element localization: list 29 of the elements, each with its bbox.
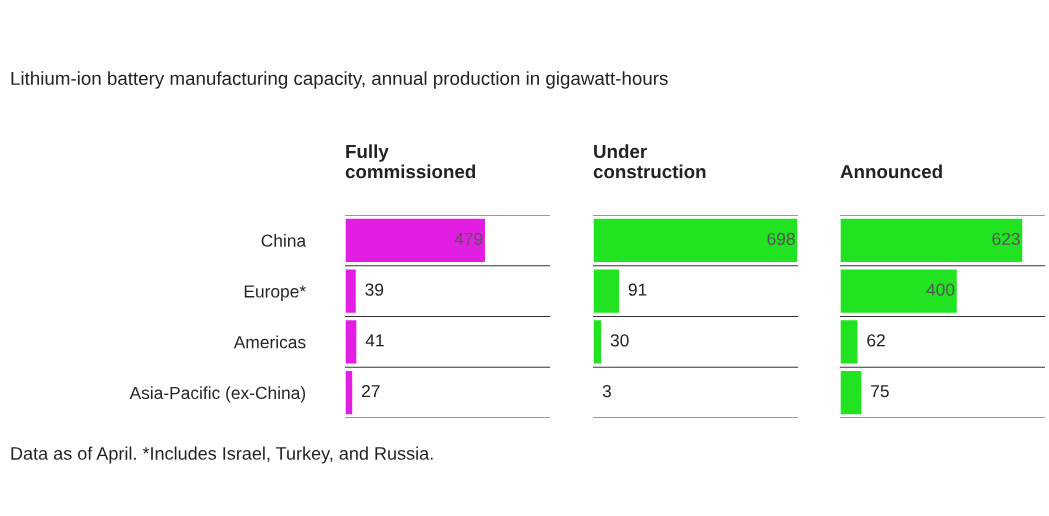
data-label: 3 [602, 384, 611, 398]
bar [345, 318, 358, 365]
data-label: 479 [454, 232, 483, 246]
chart-title: Lithium-ion battery manufacturing capacity, annual production in gigawatt-hours [11, 71, 668, 89]
y-tick-label: Americas [233, 335, 306, 349]
data-label: 30 [610, 334, 629, 347]
data-label: 41 [365, 334, 384, 347]
chart-subtitle: Announced [840, 164, 942, 179]
data-label: 62 [867, 334, 885, 347]
bar [345, 217, 487, 264]
bar [840, 369, 863, 416]
chart-subtitle: Under construction [593, 144, 706, 179]
data-label: 698 [767, 232, 795, 246]
y-tick-label: China [261, 234, 307, 247]
y-tick-label: Europe* [244, 285, 306, 302]
data-label: 623 [992, 232, 1020, 246]
data-label: 75 [871, 385, 889, 398]
data-label: 91 [628, 283, 647, 296]
bar [840, 217, 1024, 264]
text: Data as of April. *Includes Israel, Turkey, and Russia. [11, 446, 433, 464]
chart-subtitle: Fully commissioned [345, 144, 476, 179]
data-label: 39 [365, 283, 384, 296]
bar [345, 369, 354, 416]
data-label: 400 [926, 283, 955, 296]
y-tick-label: Asia-Pacific (ex-China) [129, 386, 306, 403]
bar [840, 268, 959, 315]
data-label: 27 [362, 384, 380, 398]
bar [840, 318, 859, 365]
bar [345, 268, 358, 315]
